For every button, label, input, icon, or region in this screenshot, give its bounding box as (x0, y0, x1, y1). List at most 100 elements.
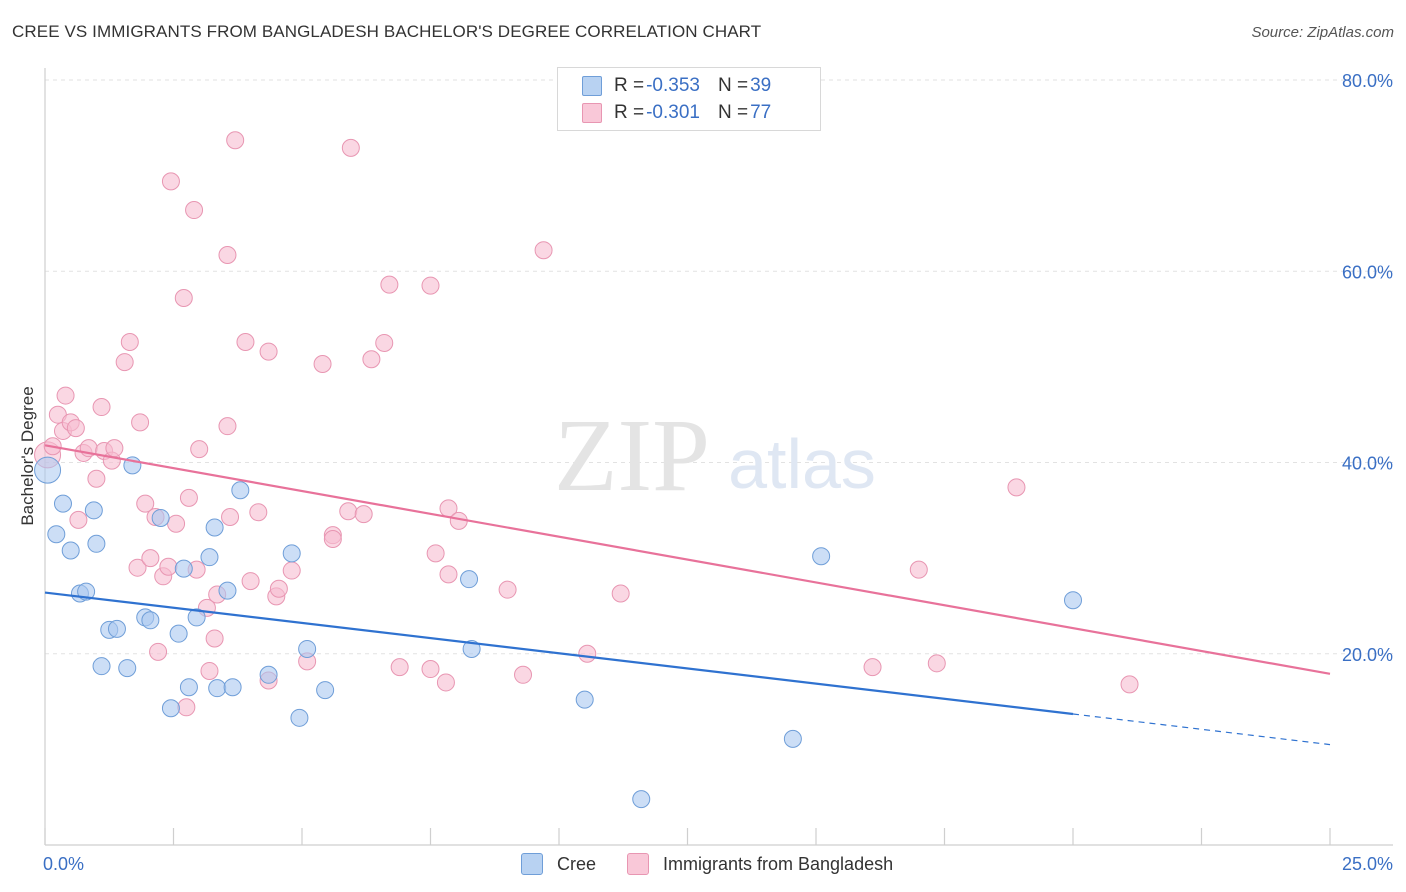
bangladesh-point (226, 131, 245, 150)
y-axis-label: Bachelor's Degree (18, 386, 37, 526)
bangladesh-point (69, 510, 88, 529)
bangladesh-point (611, 584, 630, 603)
cree-trend-extension (1072, 713, 1331, 746)
cree-point (151, 508, 170, 527)
x-tick-label: 0.0% (43, 854, 84, 874)
cree-point (34, 456, 62, 484)
correlation-legend: R = -0.353 N = 39 R = -0.301 N = 77 (557, 67, 821, 131)
bottom-legend-cree-label: Cree (557, 853, 597, 874)
bangladesh-point (514, 665, 533, 684)
bangladesh-point (185, 201, 204, 220)
bangladesh-point (190, 440, 209, 459)
legend-r-label: R = (614, 102, 645, 123)
cree-point (223, 678, 242, 697)
legend-row-bangladesh: R = -0.301 N = 77 (582, 101, 772, 125)
bangladesh-point (87, 469, 106, 488)
bangladesh-point (339, 502, 358, 521)
bangladesh-point (120, 333, 139, 352)
bangladesh-point (313, 355, 332, 374)
legend-r-label: R = (614, 75, 645, 96)
chart-title: CREE VS IMMIGRANTS FROM BANGLADESH BACHE… (12, 22, 762, 41)
cree-point (161, 699, 180, 718)
bangladesh-point (131, 413, 150, 432)
bangladesh-point (421, 660, 440, 679)
cree-point (632, 790, 651, 809)
watermark-atlas: atlas (728, 425, 876, 503)
cree-trend-line (44, 591, 1074, 716)
cree-point (208, 679, 227, 698)
bangladesh-point (66, 419, 85, 438)
cree-point (1064, 591, 1082, 610)
tick-labels: 20.0% 40.0% 60.0% 80.0% 0.0% 25.0% (43, 71, 1393, 874)
bangladesh-point (167, 514, 186, 533)
bangladesh-swatch (627, 853, 649, 875)
cree-point (462, 639, 481, 658)
bangladesh-point (323, 530, 342, 548)
bangladesh-point (341, 138, 360, 157)
bangladesh-series (34, 131, 1139, 717)
cree-point (200, 548, 219, 567)
bangladesh-point (105, 439, 124, 458)
cree-point (179, 678, 198, 697)
bangladesh-point (115, 353, 134, 372)
bangladesh-point (136, 494, 155, 513)
y-tick-label: 40.0% (1342, 454, 1393, 474)
bangladesh-point (1007, 478, 1026, 497)
cree-point (205, 518, 224, 537)
bangladesh-point (439, 565, 458, 584)
bangladesh-point (218, 417, 237, 436)
bangladesh-point (1120, 675, 1139, 694)
legend-n-value: 77 (750, 102, 772, 123)
cree-point (118, 659, 137, 678)
bangladesh-point (269, 579, 288, 598)
watermark-zip: ZIP (554, 398, 710, 513)
bangladesh-point (236, 333, 255, 352)
cree-swatch (582, 76, 602, 96)
bangladesh-point (141, 549, 160, 568)
legend-n-value: 39 (750, 75, 772, 96)
cree-point (47, 525, 66, 544)
x-tick-label: 25.0% (1342, 854, 1393, 874)
cree-point (84, 501, 103, 520)
bangladesh-point (534, 241, 553, 260)
bangladesh-point (179, 488, 198, 507)
bangladesh-point (200, 661, 219, 680)
bangladesh-swatch (582, 103, 602, 123)
y-tick-label: 20.0% (1342, 645, 1393, 665)
bangladesh-point (161, 172, 180, 191)
cree-point (783, 729, 802, 748)
bangladesh-point (218, 245, 237, 264)
cree-point (231, 481, 250, 500)
bangladesh-point (205, 629, 224, 648)
bangladesh-point (241, 572, 260, 591)
bangladesh-point (578, 644, 597, 663)
bangladesh-point (282, 561, 301, 580)
bangladesh-point (92, 398, 111, 417)
cree-point (92, 657, 111, 676)
bangladesh-point (174, 289, 193, 308)
cree-point (298, 639, 317, 658)
bangladesh-point (498, 580, 517, 599)
bottom-legend-cree: Cree (521, 852, 596, 876)
bangladesh-trend-line (44, 444, 1331, 675)
bangladesh-point (909, 560, 928, 579)
bottom-legend-bangladesh-label: Immigrants from Bangladesh (663, 853, 894, 874)
bangladesh-point (426, 544, 445, 563)
cree-point (316, 681, 335, 700)
bangladesh-point (128, 558, 147, 577)
bangladesh-point (362, 350, 381, 369)
cree-point (812, 547, 831, 566)
y-tick-label: 80.0% (1342, 71, 1393, 91)
watermark: ZIP atlas (554, 398, 876, 513)
bottom-legend-bangladesh: Immigrants from Bangladesh (627, 852, 893, 876)
bangladesh-point (221, 508, 240, 527)
bangladesh-point (863, 658, 882, 677)
bangladesh-point (354, 505, 373, 524)
legend-r-value: -0.353 (646, 75, 700, 96)
cree-point (259, 665, 278, 684)
cree-point (87, 534, 106, 553)
axes (44, 68, 1393, 846)
cree-point (53, 494, 72, 513)
cree-point (141, 611, 160, 630)
cree-point (290, 708, 309, 727)
